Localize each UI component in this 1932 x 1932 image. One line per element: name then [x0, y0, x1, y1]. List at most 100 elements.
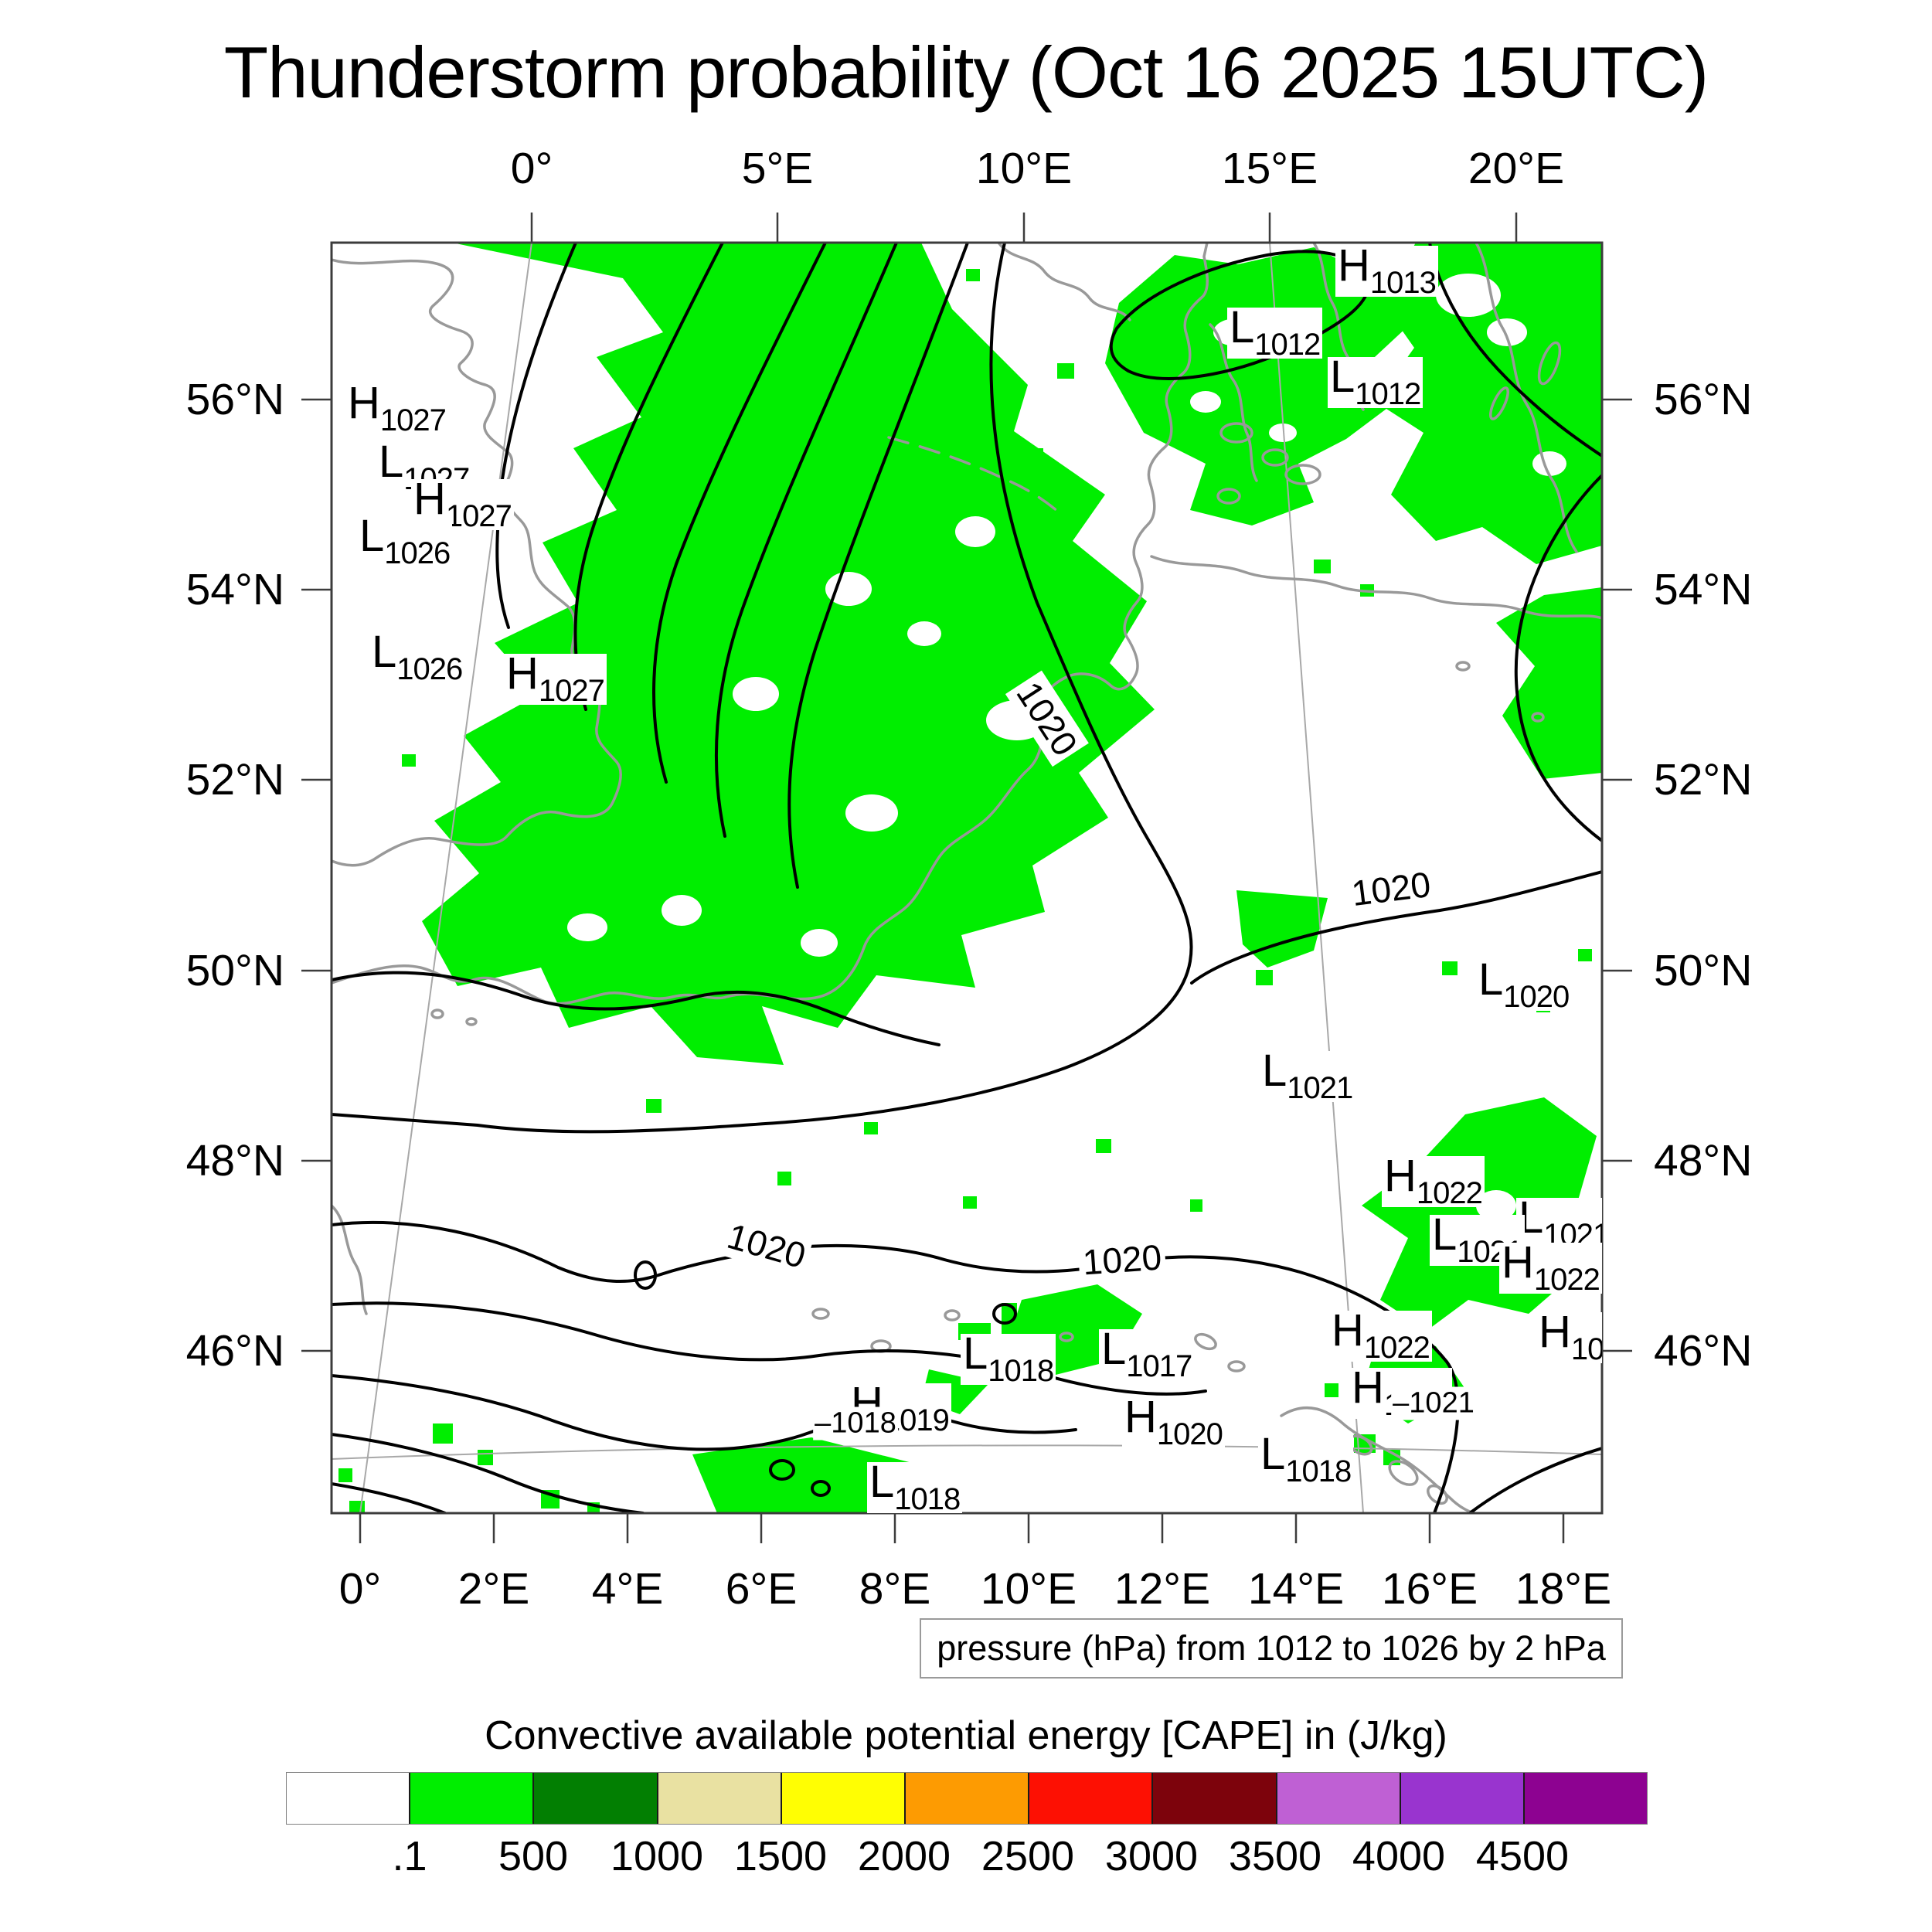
bottom-axis-label: 4°E — [591, 1564, 664, 1614]
pressure-center-value: 102 — [1570, 1332, 1602, 1366]
pressure-center-L-1017: L1017 — [1099, 1327, 1195, 1383]
pressure-center-L-1018: L1018 — [867, 1460, 963, 1513]
pressure-center-L-1026: L1026 — [369, 630, 465, 686]
pressure-center-value: 1017 — [1126, 1349, 1192, 1383]
pressure-center-H-1022: H1022 — [1382, 1154, 1485, 1210]
colorbar-title: Convective available potential energy [C… — [485, 1713, 1447, 1758]
bottom-axis-label: 16°E — [1381, 1564, 1478, 1614]
pressure-center-H-1027: H1027 — [504, 651, 607, 706]
right-axis-label: 50°N — [1654, 946, 1753, 995]
right-axis-label: 56°N — [1654, 375, 1753, 424]
bottom-axis-label: 12°E — [1114, 1564, 1211, 1614]
bottom-axis-label: 14°E — [1247, 1564, 1345, 1614]
colorbar-tick-label: .1 — [392, 1833, 427, 1879]
bottom-axis-label: 0° — [338, 1564, 382, 1614]
pressure-center-letter: L — [1230, 302, 1255, 352]
bottom-axis-label: 2°E — [457, 1564, 530, 1614]
pressure-center-value: 1026 — [396, 652, 463, 686]
left-axis-label: 52°N — [185, 755, 284, 804]
pressure-center-H-1020: H1020 — [1122, 1395, 1225, 1450]
pressure-caption-text: pressure (hPa) from 1012 to 1026 by 2 hP… — [937, 1628, 1606, 1668]
left-axis-label: 56°N — [185, 375, 284, 424]
pressure-center-letter: H — [1384, 1151, 1417, 1201]
contour-label-1020: 1020 — [1345, 862, 1437, 916]
top-axis-label: 5°E — [741, 144, 814, 193]
bottom-axis-label: 8°E — [859, 1564, 931, 1614]
bottom-axis-label: 18°E — [1515, 1564, 1612, 1614]
colorbar-cell-7 — [1151, 1773, 1276, 1824]
pressure-center-value: 1012 — [1355, 377, 1421, 411]
colorbar-tick-label: 2000 — [857, 1833, 951, 1879]
pressure-center-letter: H — [506, 648, 539, 699]
top-axis-label: 20°E — [1468, 144, 1565, 193]
pressure-center-value: 1013 — [1369, 266, 1437, 300]
plot-title: Thunderstorm probability (Oct 16 2025 15… — [223, 32, 1709, 113]
contour-label-1018: –1018 — [813, 1406, 898, 1440]
top-axis-label: 15°E — [1221, 144, 1318, 193]
pressure-center-letter: H — [1352, 1362, 1384, 1413]
pressure-center-letter: L — [1262, 1046, 1287, 1096]
pressure-center-value: 1027 — [445, 499, 512, 533]
colorbar-cell-1 — [409, 1773, 533, 1824]
colorbar-tick-label: 4500 — [1475, 1833, 1570, 1879]
colorbar-tick-label: 1000 — [610, 1833, 704, 1879]
pressure-center-value: 1022 — [1416, 1176, 1483, 1210]
bottom-axis-label: 10°E — [980, 1564, 1077, 1614]
cape-shading-holes — [471, 274, 1566, 1221]
pressure-center-value: 1027 — [379, 403, 447, 437]
top-axis-label: 10°E — [975, 144, 1073, 193]
colorbar-cell-0 — [287, 1773, 410, 1824]
pressure-center-L-1012: L1012 — [1328, 355, 1423, 411]
pressure-caption-box: pressure (hPa) from 1012 to 1026 by 2 hP… — [920, 1618, 1623, 1679]
pressure-center-letter: L — [359, 511, 385, 561]
pressure-center-H-102: H102 — [1536, 1310, 1602, 1366]
contour-label-1020: 1020 — [1077, 1235, 1167, 1284]
pressure-center-letter: L — [372, 627, 397, 677]
pressure-center-value: 1026 — [384, 536, 451, 570]
pressure-center-L-1018: L1018 — [1258, 1432, 1354, 1487]
pressure-center-L-1021: L1021 — [1260, 1049, 1355, 1105]
colorbar-cell-8 — [1275, 1773, 1400, 1824]
pressure-center-letter: H — [1539, 1307, 1571, 1357]
pressure-center-value: 1012 — [1254, 328, 1321, 362]
colorbar-tick-label: 4000 — [1352, 1833, 1446, 1879]
pressure-center-letter: H — [413, 474, 446, 524]
colorbar-tick-label: 3000 — [1104, 1833, 1199, 1879]
pressure-center-letter: H — [1338, 243, 1370, 291]
contour-label-1020: 1020 — [719, 1213, 815, 1279]
pressure-center-letter: L — [379, 437, 404, 487]
pressure-center-value: 1018 — [988, 1354, 1054, 1388]
pressure-center-letter: H — [1332, 1305, 1364, 1355]
colorbar-tick-label: 1500 — [733, 1833, 828, 1879]
axis-ticks — [301, 213, 1632, 1543]
pressure-center-L-1018: L1018 — [961, 1332, 1056, 1388]
colorbar — [286, 1772, 1648, 1825]
pressure-center-value: 1018 — [894, 1482, 961, 1513]
pressure-contours — [332, 243, 1602, 1513]
pressure-center-value: 1022 — [1363, 1331, 1430, 1365]
right-axis-label: 46°N — [1654, 1326, 1753, 1376]
cape-shading — [338, 243, 1602, 1513]
pressure-center-value: 1021 — [1287, 1071, 1353, 1105]
colorbar-cell-6 — [1028, 1773, 1152, 1824]
pressure-center-letter: L — [1478, 954, 1504, 1005]
colorbar-cell-9 — [1399, 1773, 1523, 1824]
colorbar-tick-label: 3500 — [1228, 1833, 1322, 1879]
colorbar-cell-2 — [532, 1773, 657, 1824]
left-axis-label: 50°N — [185, 946, 284, 995]
colorbar-cell-10 — [1522, 1773, 1648, 1824]
right-axis-label: 48°N — [1654, 1136, 1753, 1185]
right-axis-label: 52°N — [1654, 755, 1753, 804]
pressure-center-H-1022: H1022 — [1329, 1308, 1432, 1365]
pressure-center-letter: L — [1432, 1209, 1458, 1260]
left-axis-label: 54°N — [185, 565, 284, 614]
pressure-center-letter: H — [1124, 1392, 1157, 1442]
pressure-center-letter: L — [1101, 1324, 1127, 1374]
pressure-center-letter: L — [1330, 352, 1355, 402]
map-frame — [330, 241, 1604, 1515]
colorbar-cell-4 — [780, 1773, 904, 1824]
pressure-center-value: 1020 — [1503, 980, 1570, 1014]
left-axis-label: 48°N — [185, 1136, 284, 1185]
pressure-center-value: 1022 — [1533, 1263, 1600, 1297]
